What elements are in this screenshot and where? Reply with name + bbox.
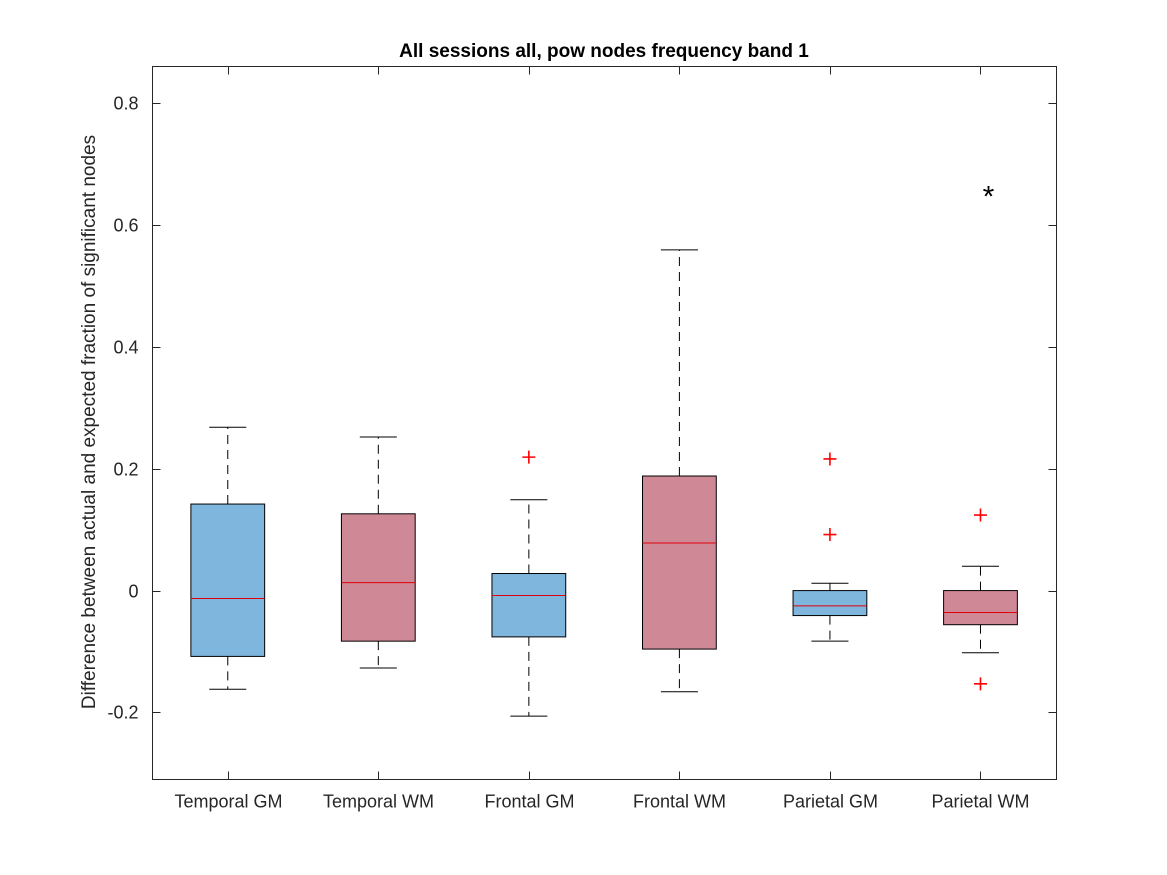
outlier-marker xyxy=(823,452,837,466)
outlier-marker xyxy=(823,528,837,542)
x-tick-label: Temporal WM xyxy=(323,792,434,812)
x-tick-label: Temporal GM xyxy=(174,792,282,812)
x-tick-label: Frontal GM xyxy=(484,792,574,812)
interquartile-box xyxy=(491,573,567,638)
y-tick-label: 0.8 xyxy=(113,94,138,114)
axis-ticks: -0.2 0 0.2 0.4 0.6 0.8 Temporal GM Temporal WM F… xyxy=(107,66,1057,812)
chart-title: All sessions all, pow nodes frequency ba… xyxy=(399,41,809,62)
outlier-marker xyxy=(973,508,987,522)
box-series xyxy=(190,249,1018,717)
box-parietal-gm xyxy=(792,452,868,642)
interquartile-box xyxy=(642,475,717,650)
interquartile-box xyxy=(792,590,868,617)
y-axis-label: Difference between actual and expected f… xyxy=(79,135,100,709)
x-tick-label: Parietal GM xyxy=(783,792,878,812)
outlier-marker xyxy=(973,677,987,691)
y-tick-label: 0 xyxy=(128,582,138,602)
box-temporal-wm xyxy=(340,436,416,669)
outlier-marker xyxy=(522,450,536,464)
y-tick-label: 0.2 xyxy=(113,460,138,480)
x-tick-label: Parietal WM xyxy=(931,792,1029,812)
plot-frame xyxy=(152,66,1057,780)
box-frontal-gm xyxy=(491,450,567,717)
interquartile-box xyxy=(943,590,1018,626)
interquartile-box xyxy=(190,503,266,657)
y-tick-label: 0.4 xyxy=(113,338,138,358)
x-tick-label: Frontal WM xyxy=(633,792,726,812)
box-frontal-wm xyxy=(642,249,717,693)
box-parietal-wm xyxy=(943,508,1018,691)
y-tick-label: 0.6 xyxy=(113,216,138,236)
annotations: * xyxy=(983,180,995,213)
interquartile-box xyxy=(340,513,416,642)
y-tick-label: -0.2 xyxy=(107,703,138,723)
box-temporal-gm xyxy=(190,426,266,690)
significance-marker: * xyxy=(983,180,995,213)
